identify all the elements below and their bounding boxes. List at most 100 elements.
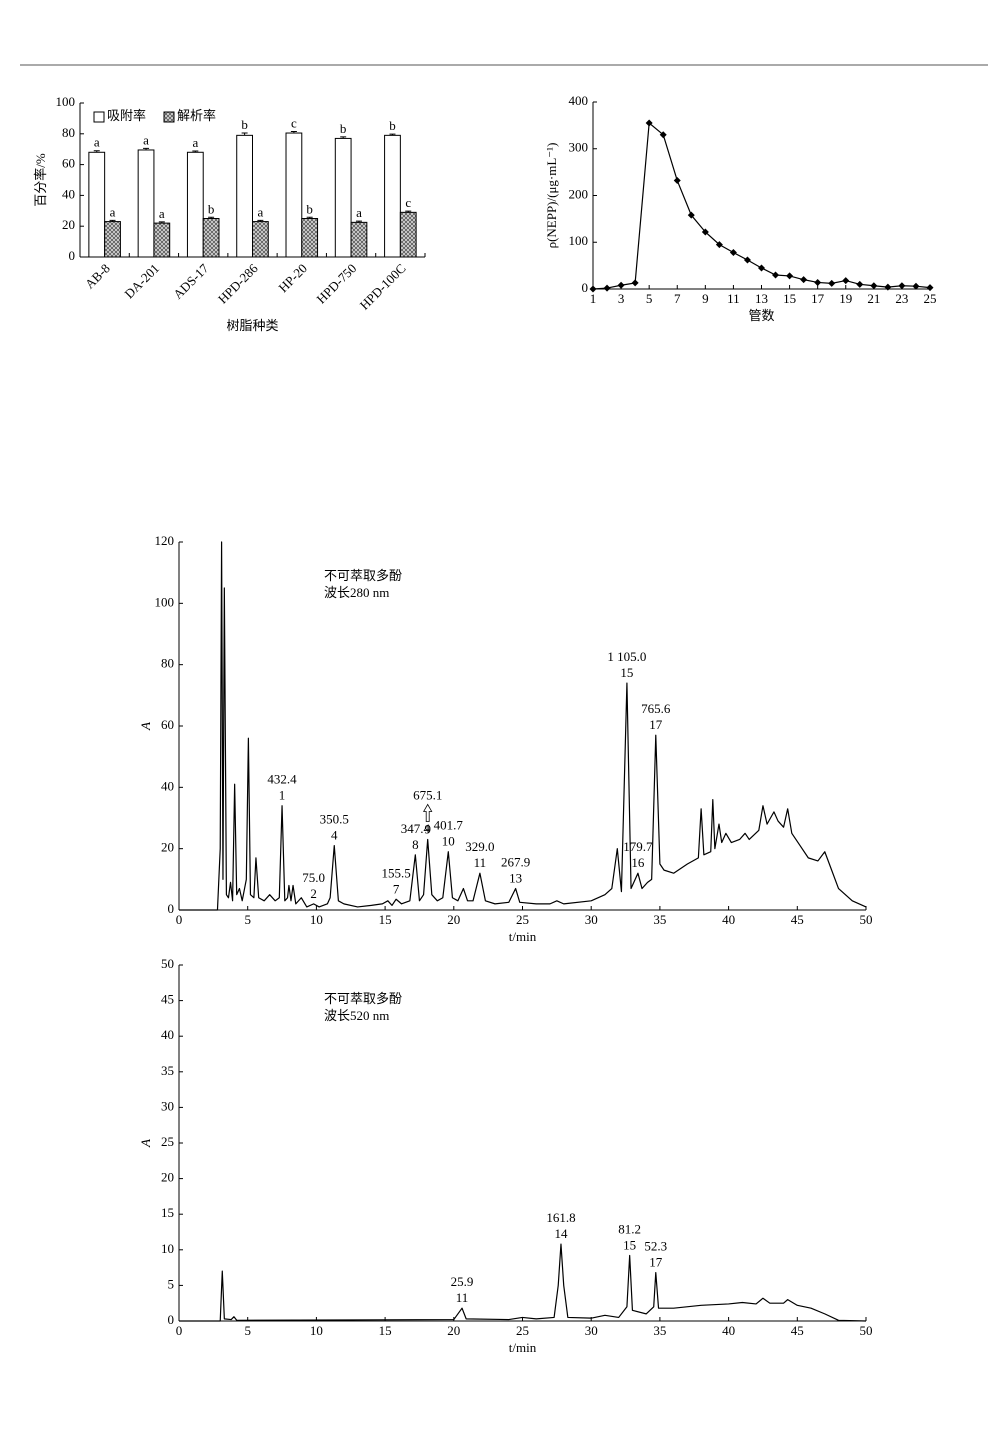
y-tick-label: 80	[62, 125, 75, 140]
data-point	[828, 279, 836, 287]
x-tick-label: 21	[867, 291, 880, 306]
y-tick-label: 35	[161, 1063, 174, 1078]
y-tick-label: 100	[569, 233, 589, 248]
x-tick-label: 13	[755, 291, 768, 306]
error-bar	[389, 133, 396, 136]
peak-number: 1	[279, 788, 286, 803]
bar	[301, 218, 319, 258]
y-tick-label: 400	[569, 93, 589, 108]
data-point	[729, 249, 737, 257]
x-tick-label: 15	[379, 912, 392, 927]
data-point	[786, 272, 794, 280]
data-point	[617, 281, 625, 289]
peak-number: 7	[393, 881, 400, 896]
x-axis-label: t/min	[509, 929, 537, 944]
x-tick-label: 5	[646, 291, 653, 306]
peak-label: 75.0	[302, 870, 325, 885]
x-tick-label: 10	[310, 912, 323, 927]
bar	[153, 222, 171, 258]
bar	[334, 137, 352, 258]
error-bar	[290, 130, 297, 134]
x-axis-label: 管数	[748, 308, 774, 323]
peak-number: 11	[474, 855, 487, 870]
y-tick-label: 100	[155, 594, 175, 609]
y-tick-label: 100	[56, 94, 76, 109]
peak-number: 4	[331, 828, 338, 843]
bar	[202, 218, 220, 258]
x-tick-label: 19	[839, 291, 852, 306]
x-axis-label: t/min	[509, 1340, 537, 1355]
y-tick-label: 45	[161, 992, 174, 1007]
data-point	[884, 283, 892, 291]
peak-number: 16	[631, 855, 645, 870]
peak-label: 329.0	[465, 839, 494, 854]
x-tick-label: 30	[585, 912, 598, 927]
peak-number: 10	[442, 834, 455, 849]
y-tick-label: 25	[161, 1134, 174, 1149]
peak-label: 267.9	[501, 855, 530, 870]
peak-number: 13	[509, 871, 522, 886]
peak-number: 17	[649, 1255, 663, 1270]
y-axis-label: A	[138, 722, 153, 731]
y-tick-label: 60	[62, 156, 75, 171]
y-tick-label: 60	[161, 717, 174, 732]
peak-label: 1 105.0	[607, 649, 646, 664]
legend-label: 吸附率	[107, 108, 146, 123]
bar	[137, 149, 155, 258]
error-bar	[241, 132, 248, 136]
data-point	[926, 284, 934, 292]
error-bar	[306, 216, 313, 219]
peak-number: 17	[649, 717, 663, 732]
legend-swatch	[93, 111, 105, 123]
data-point	[898, 282, 906, 290]
bar	[236, 134, 254, 258]
data-point	[912, 282, 920, 290]
peak-number: 14	[554, 1226, 568, 1241]
bar	[399, 211, 417, 258]
bar	[252, 221, 269, 258]
significance-letter: a	[192, 135, 198, 150]
x-tick-label: 17	[811, 291, 825, 306]
x-tick-label: 25	[516, 1323, 529, 1338]
x-tick-label: 50	[860, 912, 873, 927]
error-bar	[355, 220, 362, 223]
legend-swatch	[163, 111, 175, 123]
data-point	[800, 276, 808, 284]
significance-letter: b	[241, 117, 248, 132]
significance-letter: a	[356, 205, 362, 220]
data-point	[687, 211, 695, 219]
annotation-text: 不可萃取多酚	[324, 568, 402, 583]
error-bar	[192, 150, 199, 153]
peak-label: 350.5	[320, 812, 349, 827]
x-tick-label: 50	[860, 1323, 873, 1338]
data-point	[715, 241, 723, 249]
x-tick-label: 9	[702, 291, 709, 306]
error-bar	[109, 219, 116, 222]
peak-label: 765.6	[641, 701, 671, 716]
error-bar	[158, 221, 165, 224]
y-axis-label: ρ(NEPP)/(μg·mL⁻¹)	[544, 143, 559, 249]
peak-label: 432.4	[267, 772, 297, 787]
significance-letter: b	[389, 118, 396, 133]
peak-label: 52.3	[644, 1239, 667, 1254]
x-tick-label: 0	[176, 1323, 183, 1338]
x-tick-label: 45	[791, 1323, 804, 1338]
y-tick-label: 0	[582, 280, 589, 295]
y-axis-label: A	[138, 1139, 153, 1148]
x-tick-label: 25	[516, 912, 529, 927]
error-bar	[208, 216, 215, 219]
bar	[104, 221, 121, 258]
y-tick-label: 50	[161, 956, 174, 971]
peak-label: 81.2	[618, 1221, 641, 1236]
annotation-text: 不可萃取多酚	[324, 991, 402, 1006]
data-point	[758, 264, 765, 272]
data-point	[814, 278, 822, 286]
x-tick-label: 5	[244, 1323, 251, 1338]
y-tick-label: 300	[569, 140, 589, 155]
y-tick-label: 120	[155, 533, 175, 548]
x-tick-label: 30	[585, 1323, 598, 1338]
error-bar	[340, 136, 347, 139]
peak-number: 9	[424, 821, 431, 836]
error-bar	[257, 219, 264, 222]
